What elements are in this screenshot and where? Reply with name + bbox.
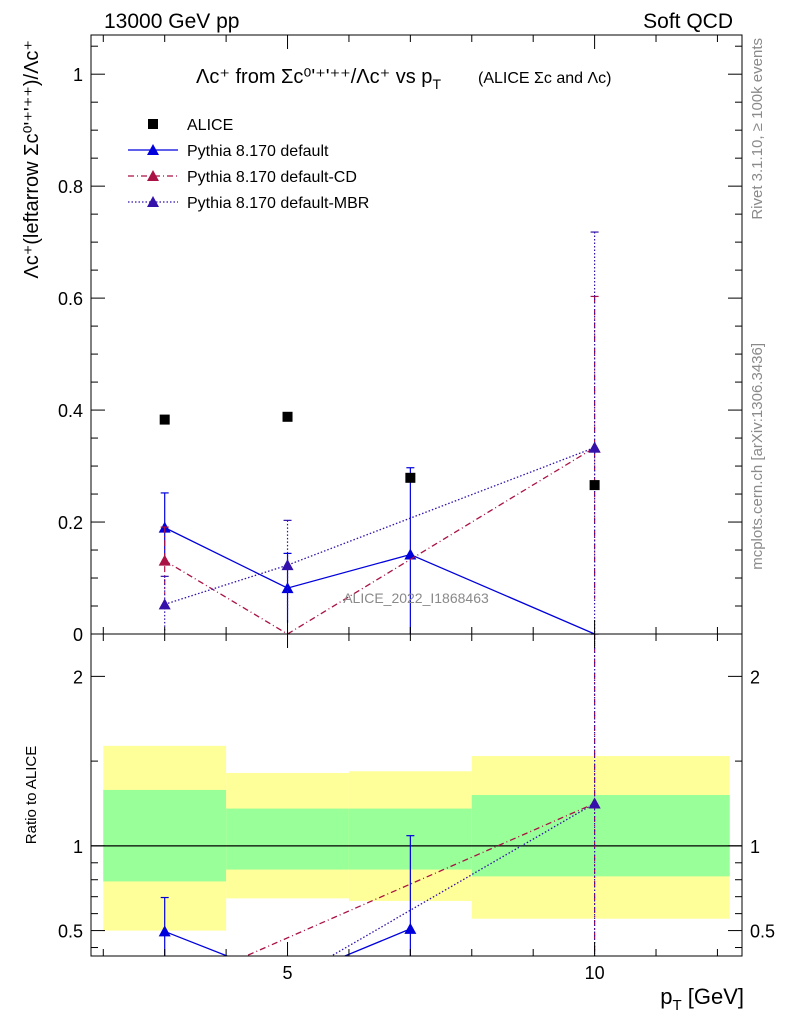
legend-marker bbox=[148, 119, 158, 129]
legend-label: ALICE bbox=[187, 117, 233, 134]
main-title: Λc⁺ from Σc⁰'⁺'⁺⁺/Λc⁺ vs pT (ALICE Σc an… bbox=[196, 66, 612, 92]
series-point bbox=[158, 598, 171, 610]
main-plot-area bbox=[158, 231, 601, 634]
series-point bbox=[147, 170, 159, 181]
x-axis-label: pT [GeV] bbox=[660, 984, 744, 1014]
main-axes: 0 0.2 0.4 0.6 0.8 1 bbox=[58, 35, 742, 645]
series-group bbox=[330, 634, 601, 956]
x-tick-label: 5 bbox=[283, 963, 293, 983]
x-axis-label-main: p bbox=[660, 984, 672, 1009]
data-point bbox=[589, 480, 600, 491]
series-line bbox=[164, 928, 411, 956]
data-point bbox=[159, 414, 170, 425]
band-green bbox=[103, 789, 227, 882]
y-tick-label-right: 0.5 bbox=[750, 922, 775, 942]
x-tick-label: 10 bbox=[585, 963, 605, 983]
series-line bbox=[164, 447, 595, 634]
series-group bbox=[158, 231, 601, 634]
series-group bbox=[158, 467, 595, 634]
series-point bbox=[588, 441, 601, 453]
series-group bbox=[158, 835, 417, 956]
y-tick-label: 2 bbox=[73, 667, 83, 687]
title-sub: T bbox=[432, 76, 441, 92]
series-line bbox=[164, 446, 595, 605]
ratio-axes: 0.5 0.5 1 1 2 2 5 10 bbox=[58, 634, 775, 983]
series-point bbox=[588, 797, 601, 809]
svg-text:Λc⁺ from Σc⁰'⁺'⁺⁺/Λc⁺ vs pT: Λc⁺ from Σc⁰'⁺'⁺⁺/Λc⁺ vs pT bbox=[196, 66, 441, 92]
band-green bbox=[471, 795, 730, 877]
series-point bbox=[281, 559, 294, 571]
y-tick-label-right: 2 bbox=[750, 667, 760, 687]
series-line bbox=[164, 527, 595, 634]
y-tick-label: 0 bbox=[73, 625, 83, 645]
series-point bbox=[147, 144, 159, 155]
series-point bbox=[404, 922, 417, 934]
ratio-panel: 0.5 0.5 1 1 2 2 5 10 Ratio to ALICE pT [GeV] bbox=[23, 633, 775, 1014]
header-right: Soft QCD bbox=[643, 10, 733, 33]
header-left: 13000 GeV pp bbox=[104, 10, 239, 33]
y-tick-label: 1 bbox=[73, 837, 83, 857]
y-tick-label: 0.6 bbox=[58, 289, 83, 309]
ratio-frame bbox=[90, 633, 743, 957]
series-group bbox=[158, 295, 601, 634]
y-tick-label: 0.5 bbox=[58, 922, 83, 942]
legend-label: Pythia 8.170 default-MBR bbox=[187, 195, 369, 212]
series-point bbox=[147, 196, 159, 207]
watermark: ALICE_2022_I1868463 bbox=[343, 590, 489, 606]
series-point bbox=[404, 548, 417, 560]
y-tick-label: 0.2 bbox=[58, 513, 83, 533]
series-line bbox=[244, 802, 595, 956]
series-point bbox=[158, 554, 171, 566]
legend: ALICE Pythia 8.170 default Pythia 8.170 de… bbox=[128, 117, 369, 212]
data-point bbox=[405, 472, 416, 483]
y-tick-label: 1 bbox=[73, 65, 83, 85]
x-axis-label-sub: T bbox=[672, 997, 681, 1014]
x-axis-label-unit: [GeV] bbox=[682, 984, 744, 1009]
legend-label: Pythia 8.170 default bbox=[187, 143, 329, 160]
title-paren: (ALICE Σc and Λc) bbox=[478, 70, 612, 87]
y-tick-label: 0.8 bbox=[58, 177, 83, 197]
side-rivet: Rivet 3.1.10, ≥ 100k events bbox=[749, 38, 766, 220]
legend-label: Pythia 8.170 default-CD bbox=[187, 169, 357, 186]
y-tick-label: 0.4 bbox=[58, 401, 83, 421]
band-green bbox=[226, 808, 349, 870]
y-tick-label-right: 1 bbox=[750, 837, 760, 857]
main-panel: 0 0.2 0.4 0.6 0.8 1 Λc⁺ from Σc⁰'⁺'⁺⁺/Λc⁺ vs … bbox=[21, 34, 743, 645]
main-ylabel: Λc⁺(leftarrow Σc⁰'⁺'⁺⁺)/Λc⁺ bbox=[21, 40, 43, 279]
data-point bbox=[282, 411, 293, 422]
ratio-plot-area bbox=[91, 634, 742, 956]
ratio-ylabel: Ratio to ALICE bbox=[23, 746, 40, 844]
series-point bbox=[158, 925, 171, 937]
side-mcplots: mcplots.cern.ch [arXiv:1306.3436] bbox=[749, 343, 766, 570]
title-main: Λc⁺ from Σc⁰'⁺'⁺⁺/Λc⁺ vs p bbox=[196, 66, 432, 88]
